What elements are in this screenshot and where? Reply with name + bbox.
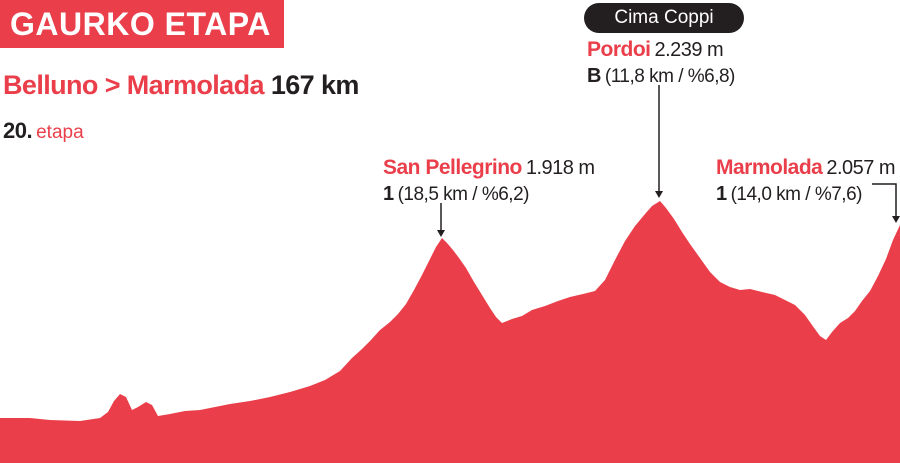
climb-name: Pordoi	[587, 38, 651, 61]
climb-category: B	[587, 65, 601, 87]
climb-altitude: 2.239 m	[654, 39, 724, 61]
climb-category: 1	[716, 183, 727, 205]
header-banner: GAURKO ETAPA	[0, 0, 284, 48]
cima-coppi-label: Cima Coppi	[614, 7, 714, 28]
stage-number: 20.	[3, 118, 33, 143]
climb-marmolada: Marmolada 2.057 m 1 (14,0 km / %7,6)	[716, 155, 896, 208]
route-distance: 167 km	[270, 70, 360, 100]
stage-word: etapa	[36, 122, 84, 143]
stage-line: 20. etapa	[3, 118, 84, 144]
climb-altitude: 1.918 m	[525, 157, 595, 179]
climb-altitude: 2.057 m	[826, 157, 896, 179]
marmolada-pointer-arrow	[892, 216, 900, 223]
pordoi-pointer-arrow	[655, 191, 663, 198]
climb-san-pellegrino: San Pellegrino 1.918 m 1 (18,5 km / %6,2…	[383, 155, 595, 208]
climb-name: San Pellegrino	[383, 156, 522, 179]
climb-category: 1	[383, 183, 394, 205]
route-start-end: Belluno > Marmolada	[3, 70, 265, 100]
cima-coppi-badge: Cima Coppi	[584, 3, 744, 33]
marmolada-pointer-line	[872, 183, 897, 219]
climb-pordoi: Pordoi 2.239 m B (11,8 km / %6,8)	[587, 37, 735, 90]
header-title: GAURKO ETAPA	[10, 6, 271, 42]
elevation-area	[0, 201, 900, 463]
climb-name: Marmolada	[716, 156, 823, 179]
route-title: Belluno > Marmolada 167 km	[3, 70, 359, 101]
climb-stats: (11,8 km / %6,8)	[604, 66, 735, 87]
san-pellegrino-pointer-arrow	[437, 230, 445, 237]
climb-stats: (14,0 km / %7,6)	[730, 184, 863, 205]
climb-stats: (18,5 km / %6,2)	[397, 184, 530, 205]
